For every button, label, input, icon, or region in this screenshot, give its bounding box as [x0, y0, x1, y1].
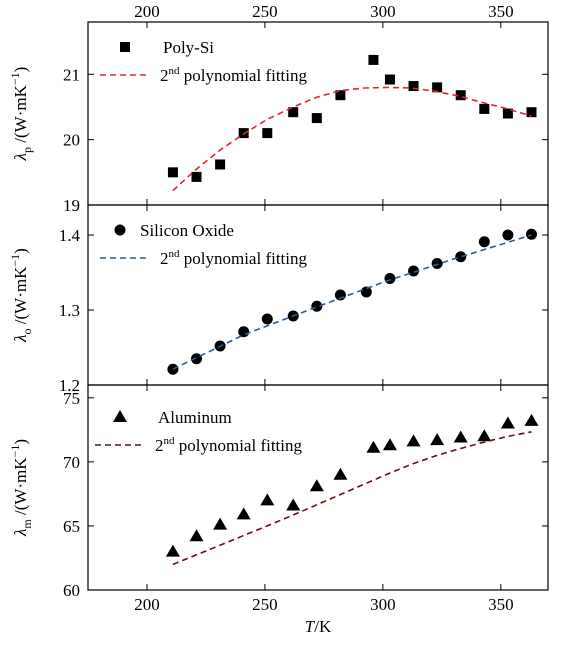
legend-entry: 2nd polynomial fitting [100, 248, 307, 268]
data-point [260, 493, 275, 506]
y-tick-label: 21 [63, 65, 80, 84]
panel-bottom: 60 65 70 75 200 250 300 350 T/K λm /(W·mK−1) Alumi… [8, 384, 549, 636]
legend-entry: Silicon Oxide [114, 221, 234, 240]
data-point [502, 229, 514, 241]
x-axis-title: T/K [305, 617, 332, 636]
y-tick-label: 65 [63, 517, 80, 536]
data-point [368, 54, 379, 65]
data-point [408, 265, 420, 277]
data-point [502, 108, 513, 119]
legend-label: Aluminum [158, 408, 232, 427]
y-tick-label: 20 [63, 131, 80, 150]
data-point [524, 413, 539, 426]
fit-curve [172, 234, 532, 370]
data-point [453, 430, 468, 443]
legend-marker [120, 42, 130, 52]
legend-label: 2nd polynomial fitting [160, 248, 307, 268]
data-point [455, 251, 467, 263]
fit-curve [172, 86, 532, 192]
x-tick-label: 350 [488, 595, 514, 614]
y-tick-label: 1.2 [59, 376, 80, 395]
data-point [262, 128, 273, 139]
data-point [500, 416, 515, 429]
legend-marker [114, 224, 126, 236]
series-fit-line [172, 431, 532, 566]
data-point [408, 81, 419, 92]
legend-entry: Aluminum [113, 408, 232, 427]
top-x-tick-label: 250 [252, 2, 278, 21]
data-point [366, 440, 381, 453]
data-point [335, 90, 346, 101]
data-point [215, 159, 226, 170]
series-markers [165, 413, 539, 557]
series-fit-line [172, 86, 532, 192]
data-point [525, 228, 537, 240]
x-tick-label: 200 [134, 595, 160, 614]
data-point [238, 326, 250, 338]
y-axis-title: λm /(W·mK−1) [8, 439, 34, 537]
data-point [167, 363, 179, 375]
y-tick-label: 70 [63, 453, 80, 472]
panel-middle: 1.2 1.3 1.4 λo /(W·mK−1) Silicon Oxide 2nd po… [8, 204, 549, 395]
panel-top: 19 20 21 200 250 300 350 λp /(W·mK−1) Poly-Si 2nd… [8, 2, 549, 215]
data-point [167, 167, 178, 178]
data-point [191, 171, 202, 182]
data-point [333, 467, 348, 480]
top-x-tick-label: 300 [370, 2, 396, 21]
plot-frame [87, 384, 549, 591]
data-point [526, 107, 537, 118]
y-tick-label: 1.3 [59, 301, 80, 320]
y-axis-title: λp /(W·mK−1) [8, 67, 34, 162]
data-point [311, 300, 323, 312]
data-point [477, 429, 492, 442]
x-tick-label: 300 [370, 595, 396, 614]
legend-entry: 2nd polynomial fitting [100, 65, 307, 85]
data-point [213, 517, 228, 530]
data-point [384, 74, 395, 85]
data-point [384, 273, 396, 284]
legend-label: Silicon Oxide [140, 221, 234, 240]
legend-entry: Poly-Si [120, 38, 214, 57]
data-point [165, 544, 180, 557]
data-point [382, 438, 397, 451]
series-fit-line [172, 234, 532, 370]
y-tick-label: 19 [63, 196, 80, 215]
y-axis-title: λo /(W·mK−1) [8, 248, 34, 343]
data-point [360, 286, 372, 298]
legend-label: 2nd polynomial fitting [160, 65, 307, 85]
data-point [455, 90, 466, 101]
fit-curve [172, 431, 532, 566]
legend-label: Poly-Si [163, 38, 214, 57]
top-x-tick-label: 350 [488, 2, 514, 21]
top-x-tick-label: 200 [134, 2, 160, 21]
data-point [288, 107, 299, 118]
data-point [479, 103, 490, 114]
data-point [236, 507, 251, 520]
data-point [286, 498, 301, 511]
data-point [478, 236, 490, 248]
legend-entry: 2nd polynomial fitting [95, 435, 302, 455]
data-point [431, 258, 443, 269]
y-tick-label: 60 [63, 581, 80, 600]
data-point [432, 82, 443, 93]
y-tick-label: 75 [63, 389, 80, 408]
legend-label: 2nd polynomial fitting [155, 435, 302, 455]
data-point [406, 434, 421, 447]
data-point [430, 433, 445, 446]
data-point [191, 353, 203, 365]
x-tick-label: 250 [252, 595, 278, 614]
y-tick-label: 1.4 [59, 226, 81, 245]
data-point [261, 313, 273, 325]
data-point [309, 479, 324, 492]
data-point [189, 529, 204, 542]
data-point [311, 113, 322, 124]
legend-marker [113, 410, 127, 422]
